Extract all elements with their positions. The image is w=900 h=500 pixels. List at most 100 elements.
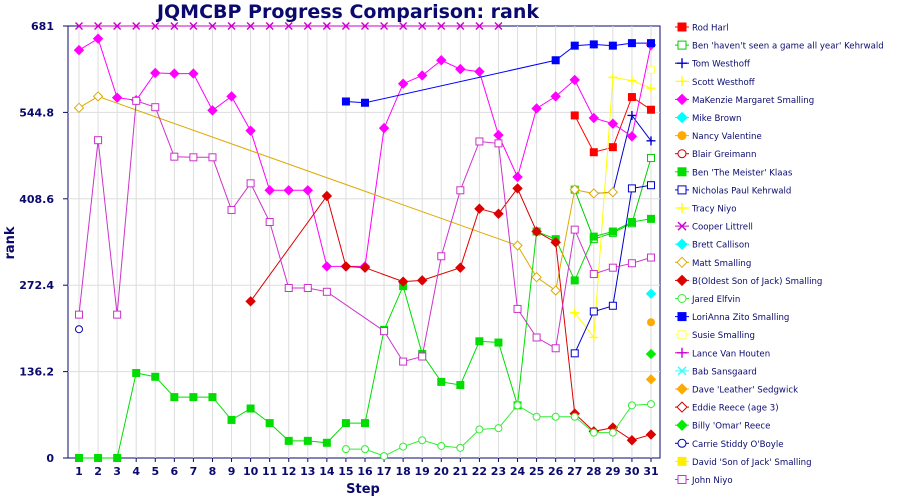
data-point bbox=[551, 412, 560, 421]
data-point bbox=[208, 393, 217, 402]
data-point bbox=[455, 262, 466, 273]
x-tick-label: 21 bbox=[453, 465, 468, 478]
x-tick-label: 11 bbox=[262, 465, 277, 478]
data-point bbox=[474, 66, 485, 77]
data-point bbox=[570, 412, 579, 421]
data-point bbox=[512, 240, 523, 251]
data-point bbox=[607, 186, 619, 198]
data-point bbox=[569, 184, 580, 195]
data-point bbox=[647, 153, 655, 162]
legend-label: Nicholas Paul Kehrwald bbox=[692, 186, 791, 196]
data-point bbox=[607, 118, 619, 129]
y-tick-label: 408.6 bbox=[19, 193, 54, 206]
data-point bbox=[341, 445, 350, 454]
legend-item: Blair Greimann bbox=[675, 149, 756, 160]
y-tick-label: 272.4 bbox=[19, 279, 54, 292]
legend-marker bbox=[677, 40, 687, 50]
data-point bbox=[589, 40, 598, 49]
data-point bbox=[550, 285, 561, 296]
y-tick-label: 544.8 bbox=[19, 106, 54, 119]
legend-marker bbox=[677, 456, 687, 466]
data-point bbox=[589, 148, 598, 157]
data-point bbox=[378, 122, 390, 134]
data-point bbox=[361, 419, 369, 428]
legend-label: Susie Smalling bbox=[692, 331, 755, 341]
x-tick-label: 14 bbox=[319, 465, 335, 478]
x-tick-label: 19 bbox=[415, 465, 430, 478]
legend-marker bbox=[676, 93, 688, 106]
series bbox=[341, 39, 655, 107]
legend-marker bbox=[676, 111, 688, 124]
data-point bbox=[322, 287, 331, 296]
series bbox=[75, 96, 655, 366]
x-tick-label: 5 bbox=[151, 465, 159, 478]
data-point bbox=[227, 205, 236, 214]
series bbox=[75, 22, 503, 30]
legend-label: Carrie Stiddy O'Boyle bbox=[692, 440, 784, 450]
legend-marker bbox=[677, 22, 687, 32]
data-point bbox=[207, 105, 218, 116]
data-point bbox=[588, 188, 600, 199]
legend-item: David 'Son of Jack' Smalling bbox=[675, 456, 812, 468]
x-tick-label: 7 bbox=[190, 465, 198, 478]
legend-label: Mike Brown bbox=[692, 114, 741, 124]
data-point bbox=[94, 136, 103, 145]
legend-label: Ben 'The Meister' Klaas bbox=[692, 168, 793, 178]
data-point bbox=[627, 259, 636, 268]
data-point bbox=[570, 111, 579, 120]
x-tick-label: 9 bbox=[228, 465, 236, 478]
data-point bbox=[151, 372, 160, 381]
legend-label: Rod Harl bbox=[692, 24, 729, 34]
data-point bbox=[322, 438, 331, 447]
data-point bbox=[397, 276, 409, 287]
legend-marker bbox=[677, 294, 687, 303]
data-point bbox=[513, 304, 522, 313]
data-point bbox=[226, 91, 237, 102]
data-point bbox=[208, 153, 217, 162]
legend-item: Dave 'Leather' Sedgwick bbox=[675, 383, 798, 396]
data-point bbox=[265, 218, 274, 227]
data-point bbox=[626, 435, 638, 446]
data-point bbox=[494, 139, 503, 148]
data-point bbox=[208, 22, 217, 30]
y-tick-label: 0 bbox=[46, 452, 54, 465]
legend-marker bbox=[676, 238, 688, 250]
data-point bbox=[322, 22, 331, 30]
data-point bbox=[246, 179, 255, 188]
data-point bbox=[589, 232, 598, 241]
legend-label: Eddie Reece (age 3) bbox=[692, 404, 779, 414]
data-point bbox=[589, 270, 598, 279]
legend-label: David 'Son of Jack' Smalling bbox=[692, 458, 812, 468]
data-point bbox=[94, 22, 103, 30]
data-point bbox=[284, 436, 293, 445]
data-point bbox=[265, 419, 274, 428]
data-point bbox=[570, 308, 580, 318]
legend-marker bbox=[677, 347, 687, 358]
data-point bbox=[456, 381, 465, 390]
data-point bbox=[189, 153, 198, 162]
legend-item: Nancy Valentine bbox=[675, 131, 762, 142]
chart-title: JQMCBP Progress Comparison: rank bbox=[155, 1, 539, 23]
y-axis-title: rank bbox=[3, 226, 18, 259]
series bbox=[73, 91, 619, 296]
x-tick-label: 18 bbox=[395, 465, 410, 478]
data-point bbox=[494, 22, 503, 30]
data-point bbox=[284, 22, 293, 30]
legend-marker bbox=[677, 149, 687, 159]
data-point bbox=[551, 56, 560, 65]
data-point bbox=[494, 338, 503, 347]
legend-item: John Niyo bbox=[675, 475, 733, 486]
legend-label: LoriAnna Zito Smalling bbox=[692, 313, 789, 323]
data-point bbox=[608, 143, 617, 152]
data-point bbox=[456, 186, 465, 195]
data-point bbox=[569, 74, 580, 86]
data-point bbox=[647, 39, 655, 48]
series bbox=[75, 325, 83, 334]
legend-item: Nicholas Paul Kehrwald bbox=[675, 185, 791, 196]
legend-item: Bab Sansgaard bbox=[675, 366, 757, 377]
data-point bbox=[647, 214, 655, 223]
legend-item: MaKenzie Margaret Smalling bbox=[675, 93, 814, 106]
data-point bbox=[570, 349, 579, 358]
x-tick-label: 12 bbox=[281, 465, 296, 478]
x-tick-label: 26 bbox=[548, 465, 564, 478]
